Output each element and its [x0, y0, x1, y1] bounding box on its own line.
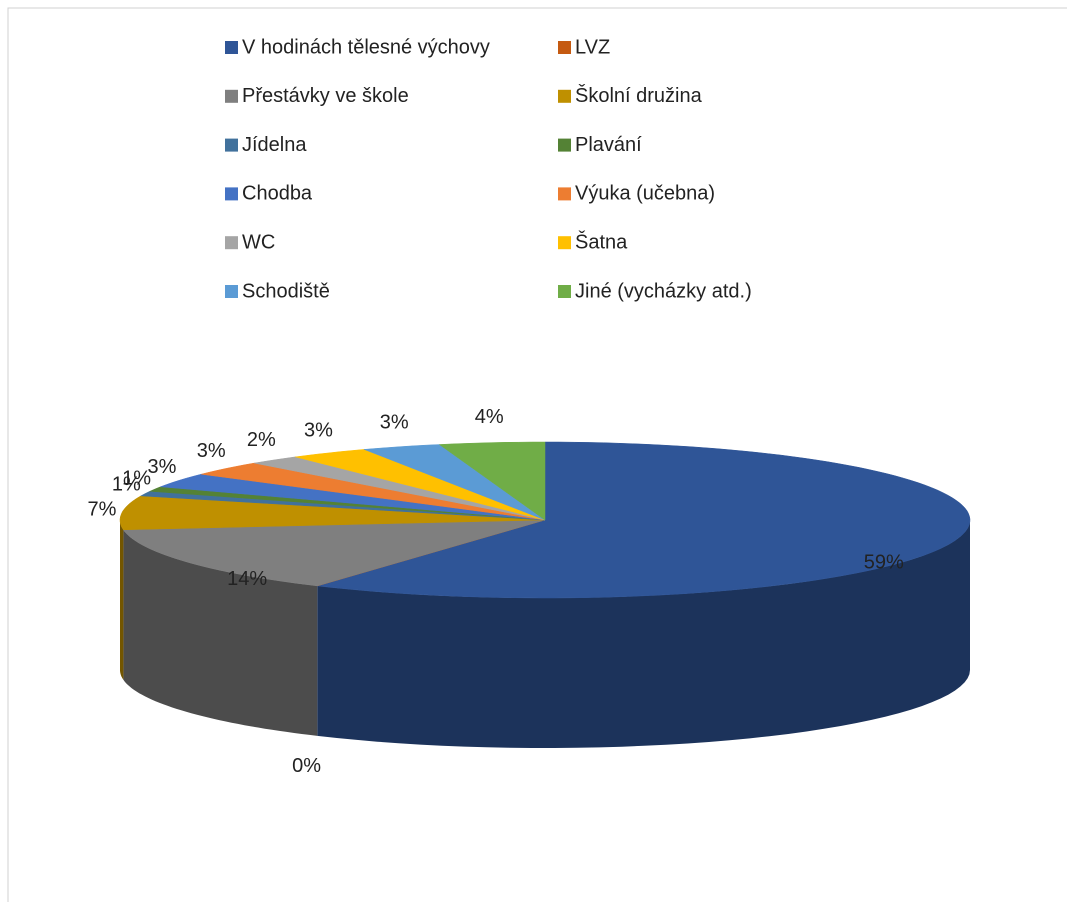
slice: [201, 462, 546, 521]
slice: [119, 495, 546, 531]
data-label: 7%: [88, 499, 117, 521]
data-label: 59%: [864, 551, 904, 573]
data-label: 3%: [304, 420, 333, 442]
legend-swatch: [225, 41, 238, 54]
slice: [317, 441, 971, 599]
legend-label: WC: [242, 231, 275, 253]
data-label: 2%: [247, 429, 276, 451]
legend-label: Přestávky ve škole: [242, 85, 409, 107]
data-label: 1%: [122, 467, 151, 489]
legend-label: Schodiště: [242, 280, 330, 302]
slice-side: [123, 529, 318, 736]
data-label: 14%: [227, 568, 267, 590]
slice-side: [120, 520, 124, 680]
slice-side: [317, 520, 970, 748]
legend-label: Školní družina: [575, 84, 703, 107]
slice: [122, 519, 546, 587]
slice: [363, 444, 546, 521]
legend-swatch: [225, 187, 238, 201]
legend-swatch: [225, 236, 238, 250]
legend-label: Jídelna: [242, 134, 307, 156]
slice: [295, 449, 546, 521]
data-label: 4%: [475, 406, 504, 428]
legend-swatch: [558, 285, 571, 298]
data-label: 3%: [148, 456, 177, 478]
legend-swatch: [558, 89, 571, 103]
legend-swatch: [558, 41, 571, 54]
data-label: 3%: [197, 440, 226, 462]
legend-label: LVZ: [575, 36, 610, 58]
legend-label: Výuka (učebna): [575, 183, 715, 205]
legend-label: V hodinách tělesné výchovy: [242, 36, 490, 58]
legend-swatch: [225, 138, 238, 152]
data-label: 0%: [292, 755, 321, 777]
legend-label: Šatna: [575, 230, 628, 253]
legend-swatch: [558, 138, 571, 152]
legend-swatch: [225, 89, 238, 103]
legend-label: Jiné (vycházky atd.): [575, 280, 752, 302]
data-label: 1%: [112, 473, 141, 495]
data-label: 3%: [380, 411, 409, 433]
legend-swatch: [558, 187, 571, 201]
legend-label: Chodba: [242, 183, 313, 205]
slice: [438, 441, 546, 521]
legend-label: Plavání: [575, 134, 642, 156]
legend-swatch: [558, 236, 571, 250]
legend-swatch: [225, 285, 238, 298]
slice: [160, 473, 546, 521]
